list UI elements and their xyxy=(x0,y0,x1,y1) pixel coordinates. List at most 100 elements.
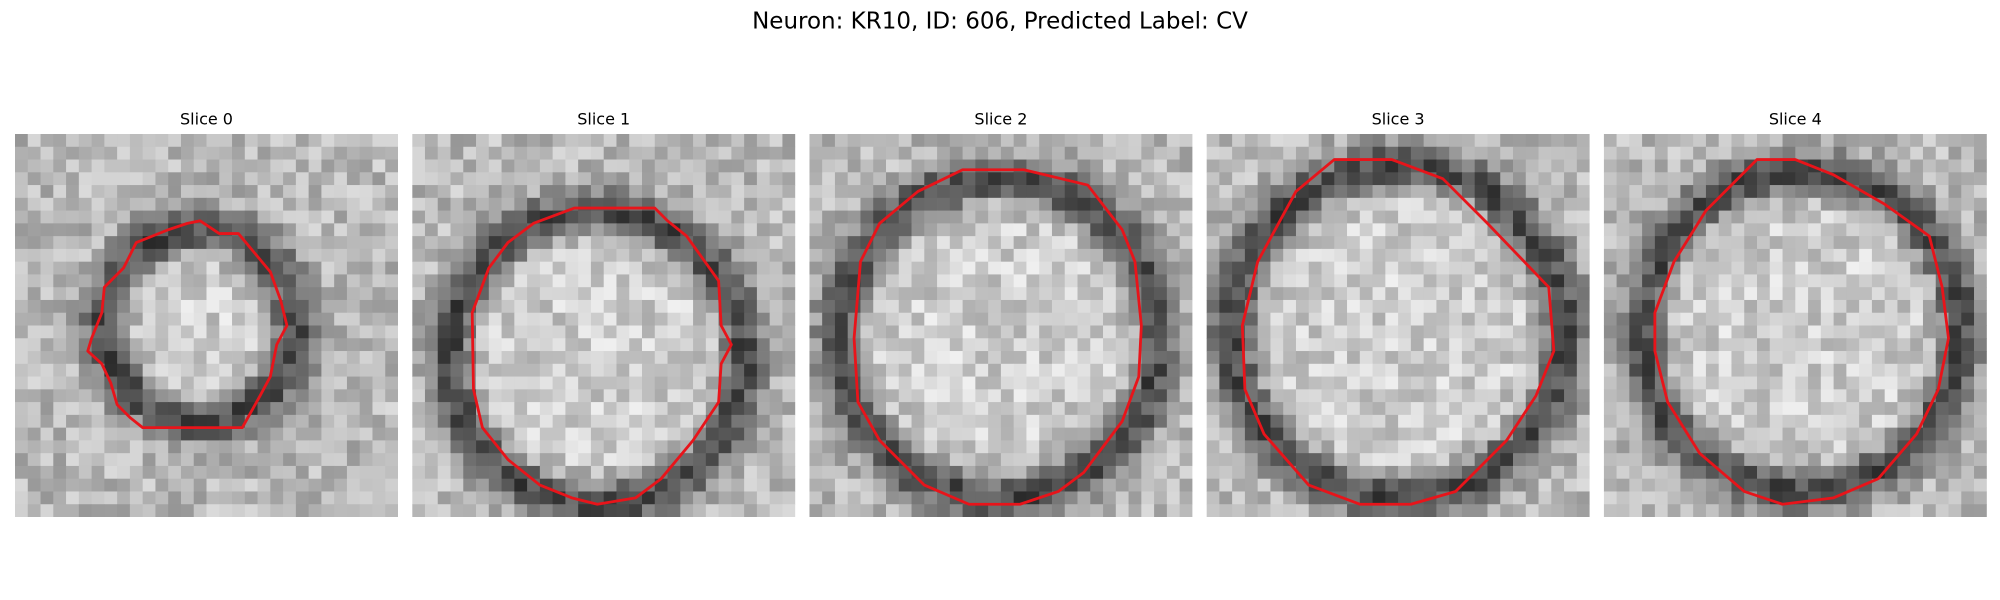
pixel xyxy=(1410,478,1425,492)
pixel xyxy=(1744,210,1758,224)
pixel xyxy=(232,299,246,314)
pixel xyxy=(1166,146,1181,160)
pixel xyxy=(1283,146,1297,160)
pixel xyxy=(476,491,490,505)
pixel xyxy=(1525,427,1539,441)
pixel xyxy=(1283,504,1297,517)
pixel xyxy=(232,134,246,148)
pixel xyxy=(1000,414,1015,429)
pixel xyxy=(1731,248,1745,263)
pixel xyxy=(1922,440,1937,454)
pixel xyxy=(1013,453,1027,467)
pixel xyxy=(1629,274,1643,288)
pixel xyxy=(283,287,297,301)
pixel xyxy=(1436,376,1450,390)
pixel xyxy=(104,299,118,314)
pixel xyxy=(1910,312,1924,326)
pixel xyxy=(346,172,361,186)
pixel xyxy=(78,236,92,250)
pixel xyxy=(142,197,156,211)
pixel xyxy=(1757,453,1771,467)
pixel xyxy=(1757,414,1771,429)
pixel xyxy=(1232,376,1246,390)
pixel xyxy=(1603,363,1617,377)
pixel xyxy=(975,236,989,250)
pixel xyxy=(412,185,426,199)
pixel xyxy=(769,478,783,492)
pixel xyxy=(424,185,439,199)
pixel xyxy=(1347,134,1361,148)
pixel xyxy=(1705,159,1720,173)
pixel xyxy=(1564,172,1578,186)
pixel xyxy=(1731,159,1745,173)
pixel xyxy=(1744,427,1758,441)
pixel xyxy=(1782,134,1796,148)
pixel xyxy=(1128,440,1142,454)
pixel xyxy=(1680,389,1694,403)
pixel xyxy=(1000,134,1015,148)
pixel xyxy=(53,414,67,429)
pixel xyxy=(476,312,490,326)
pixel xyxy=(705,491,719,505)
pixel xyxy=(1232,248,1246,263)
pixel xyxy=(1744,389,1758,403)
pixel xyxy=(359,159,373,173)
pixel xyxy=(1372,299,1386,314)
pixel xyxy=(667,299,681,314)
pixel xyxy=(1423,338,1437,352)
pixel xyxy=(705,325,719,339)
pixel xyxy=(693,376,707,390)
pixel xyxy=(78,299,92,314)
pixel xyxy=(308,287,322,301)
pixel xyxy=(1232,146,1246,160)
pixel xyxy=(232,172,246,186)
pixel xyxy=(1859,223,1873,237)
pixel xyxy=(847,248,861,263)
pixel xyxy=(1808,248,1822,263)
pixel xyxy=(1474,223,1488,237)
pixel xyxy=(937,274,951,288)
pixel xyxy=(1270,402,1284,416)
pixel xyxy=(1103,427,1117,441)
pixel xyxy=(463,414,477,429)
pixel xyxy=(1449,223,1463,237)
pixel xyxy=(1154,312,1168,326)
pixel xyxy=(1154,427,1168,441)
pixel xyxy=(578,134,592,148)
pixel xyxy=(873,172,887,186)
pixel xyxy=(219,351,233,365)
pixel xyxy=(1026,351,1040,365)
pixel xyxy=(346,465,361,480)
pixel xyxy=(244,274,258,288)
pixel xyxy=(1564,504,1578,517)
pixel xyxy=(78,287,92,301)
pixel xyxy=(270,248,284,263)
pixel xyxy=(1820,248,1834,263)
pixel xyxy=(1039,504,1053,517)
pixel xyxy=(91,402,105,416)
pixel xyxy=(1166,236,1181,250)
pixel xyxy=(270,402,284,416)
pixel xyxy=(949,236,963,250)
pixel xyxy=(718,210,732,224)
pixel xyxy=(1576,376,1590,390)
pixel xyxy=(1487,414,1501,429)
pixel xyxy=(1270,363,1284,377)
pixel xyxy=(1705,299,1720,314)
pixel xyxy=(1372,325,1386,339)
pixel xyxy=(1961,287,1975,301)
pixel xyxy=(1500,185,1514,199)
pixel xyxy=(244,159,258,173)
pixel xyxy=(27,287,41,301)
pixel xyxy=(949,504,963,517)
pixel xyxy=(1026,274,1040,288)
pixel xyxy=(463,312,477,326)
pixel xyxy=(437,427,451,441)
pixel xyxy=(27,338,41,352)
pixel xyxy=(1410,172,1425,186)
pixel xyxy=(1654,414,1669,429)
pixel xyxy=(412,248,426,263)
pixel xyxy=(437,185,451,199)
pixel xyxy=(501,134,515,148)
pixel xyxy=(359,338,373,352)
